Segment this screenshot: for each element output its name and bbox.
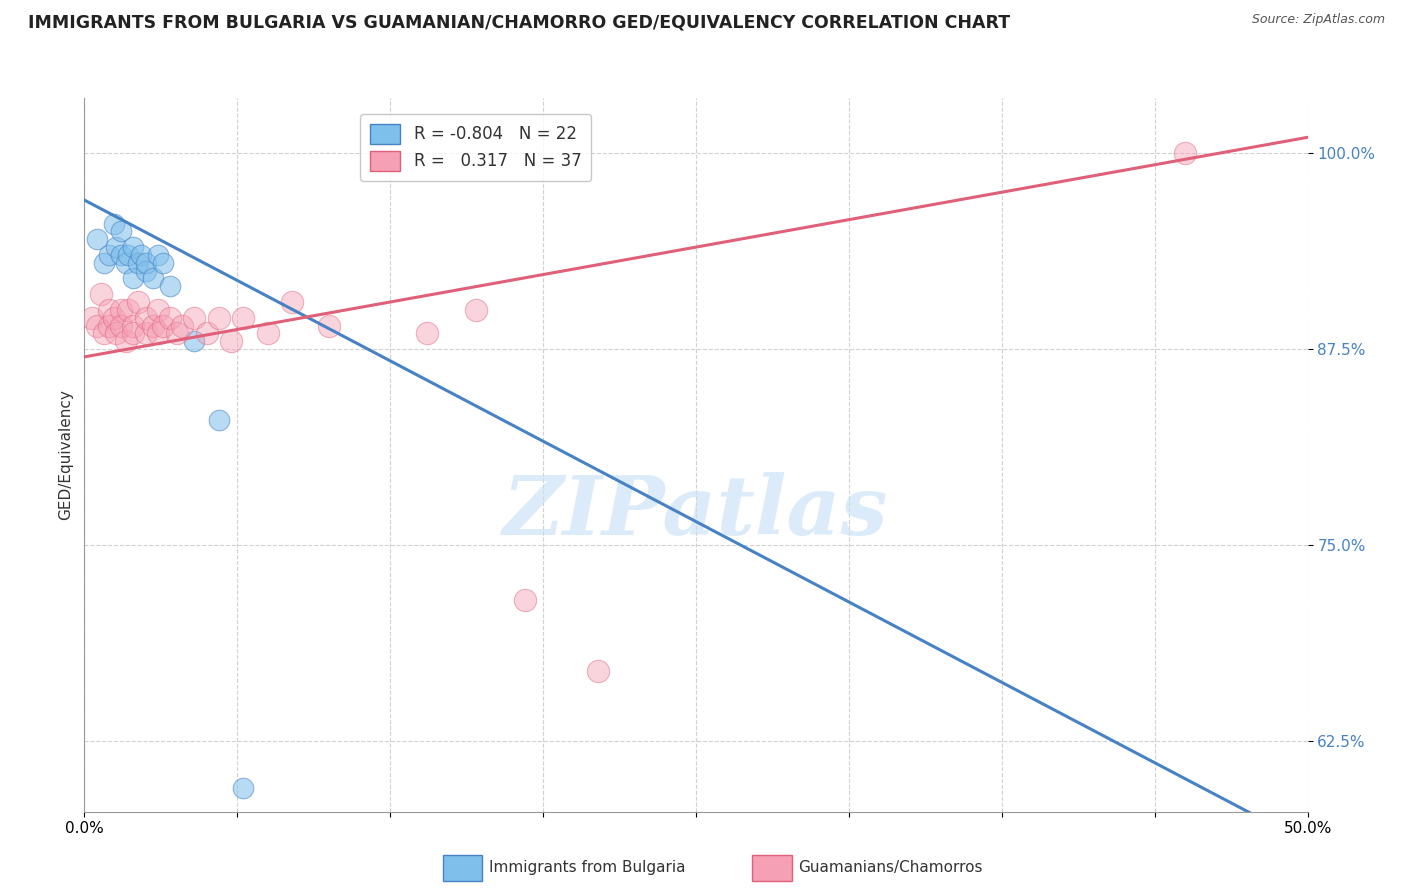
Point [90, 287, 112, 301]
Point [152, 256, 174, 270]
Text: Guamanians/Chamorros: Guamanians/Chamorros [799, 861, 983, 875]
Point [93, 256, 115, 270]
Point [122, 326, 145, 341]
Point [135, 310, 157, 325]
Point [1174, 146, 1197, 161]
Text: IMMIGRANTS FROM BULGARIA VS GUAMANIAN/CHAMORRO GED/EQUIVALENCY CORRELATION CHART: IMMIGRANTS FROM BULGARIA VS GUAMANIAN/CH… [28, 13, 1011, 31]
Point [122, 271, 145, 285]
Point [513, 593, 536, 607]
Point [166, 326, 188, 341]
Point [257, 326, 280, 341]
Point [232, 781, 254, 796]
Point [172, 318, 194, 333]
Point [142, 271, 165, 285]
Point [97, 248, 120, 262]
Point [110, 248, 132, 262]
Point [110, 302, 132, 317]
Point [183, 334, 205, 349]
Point [464, 302, 486, 317]
Point [115, 256, 138, 270]
Point [127, 295, 149, 310]
Point [135, 256, 157, 270]
Point [195, 326, 218, 341]
Point [105, 326, 128, 341]
Text: ZIPatlas: ZIPatlas [503, 472, 889, 552]
Point [146, 248, 169, 262]
Point [129, 248, 152, 262]
Point [86, 318, 108, 333]
Point [135, 326, 157, 341]
Point [135, 263, 157, 277]
Point [318, 318, 340, 333]
Point [232, 310, 254, 325]
Point [208, 310, 231, 325]
Point [159, 279, 181, 293]
Point [97, 318, 120, 333]
Point [152, 318, 174, 333]
Point [117, 248, 139, 262]
Point [115, 334, 138, 349]
Point [97, 302, 120, 317]
Point [208, 412, 231, 426]
Point [122, 240, 145, 254]
Point [219, 334, 242, 349]
Point [146, 302, 169, 317]
Point [110, 224, 132, 238]
Point [159, 310, 181, 325]
Point [80, 310, 103, 325]
Point [146, 326, 169, 341]
Point [281, 295, 304, 310]
Point [122, 318, 145, 333]
Point [117, 302, 139, 317]
Point [142, 318, 165, 333]
Point [105, 240, 128, 254]
Point [103, 217, 125, 231]
Point [127, 256, 149, 270]
Y-axis label: GED/Equivalency: GED/Equivalency [58, 390, 73, 520]
Point [110, 318, 132, 333]
Text: Source: ZipAtlas.com: Source: ZipAtlas.com [1251, 13, 1385, 27]
Point [93, 326, 115, 341]
Point [416, 326, 439, 341]
Legend: R = -0.804   N = 22, R =   0.317   N = 37: R = -0.804 N = 22, R = 0.317 N = 37 [360, 113, 592, 181]
Text: Immigrants from Bulgaria: Immigrants from Bulgaria [489, 861, 686, 875]
Point [586, 664, 609, 678]
Point [86, 232, 108, 246]
Point [183, 310, 205, 325]
Point [103, 310, 125, 325]
